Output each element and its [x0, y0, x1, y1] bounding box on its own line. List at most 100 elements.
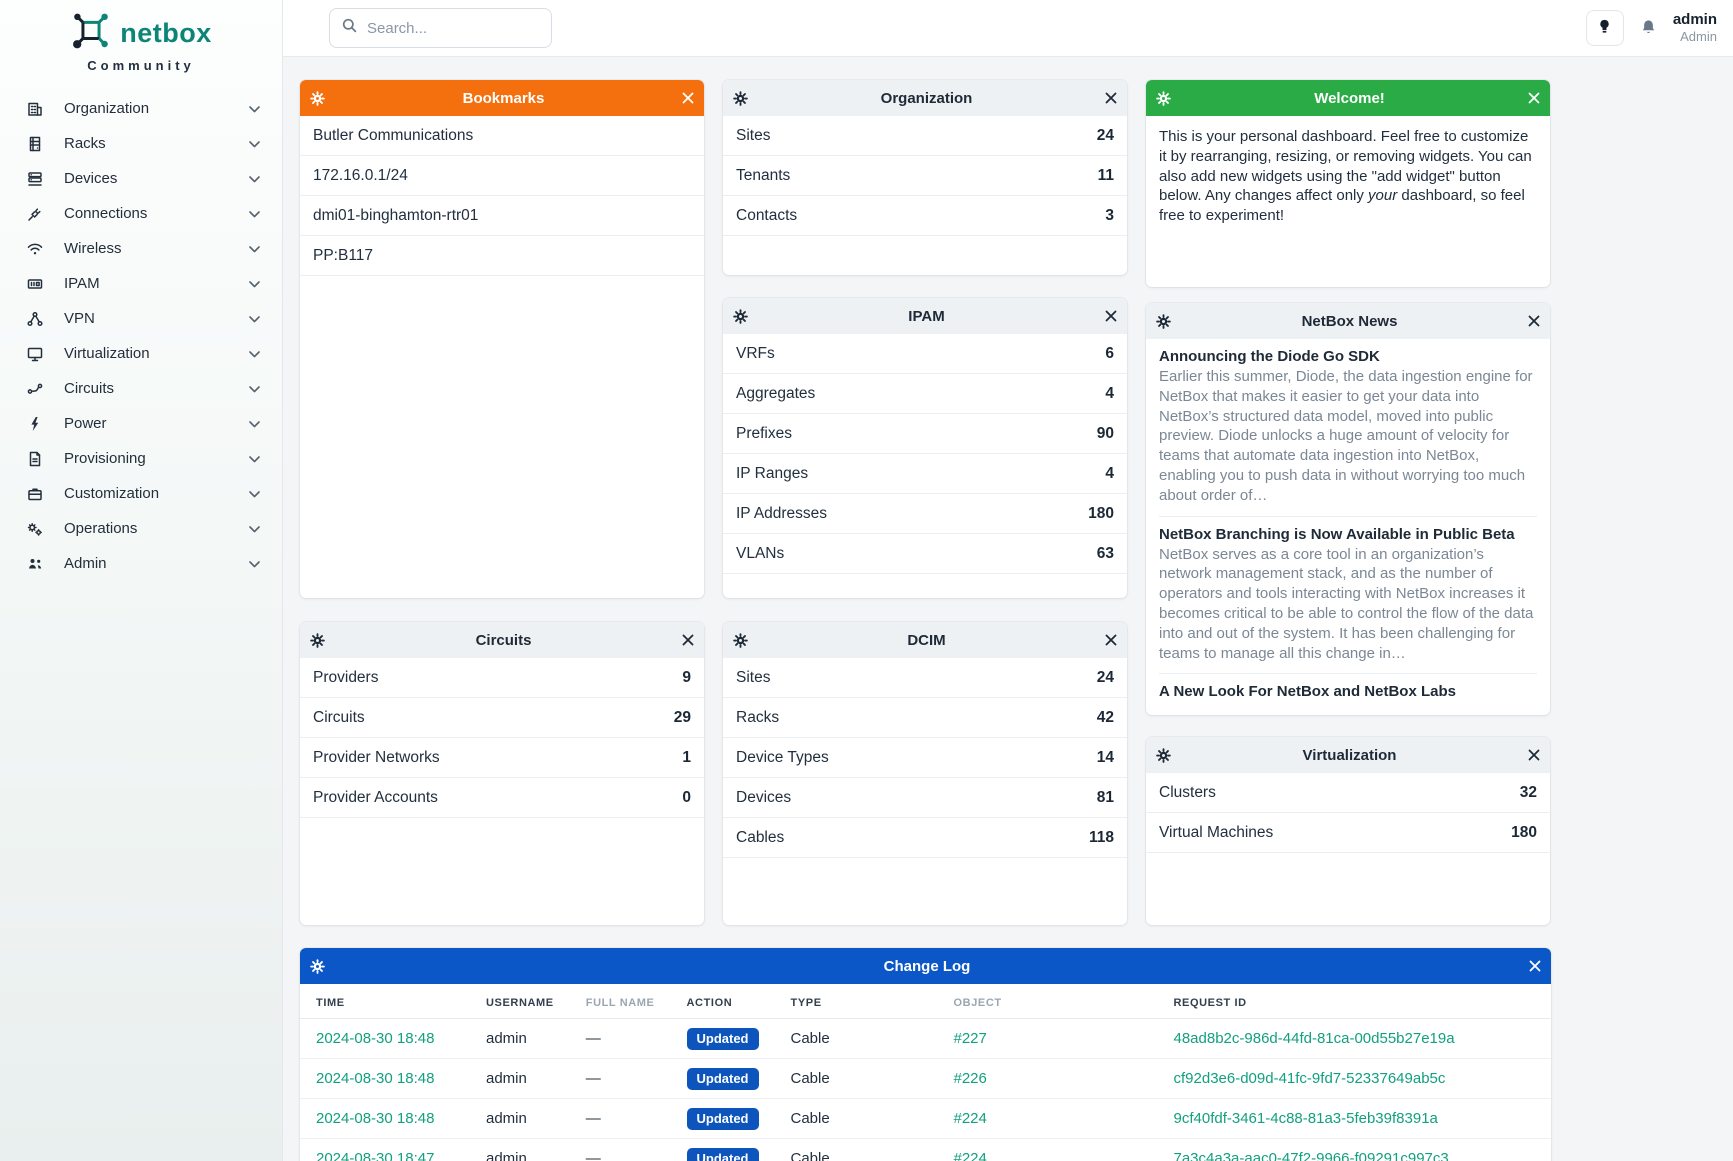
brand[interactable]: netbox Community	[0, 0, 282, 73]
notifications-button[interactable]	[1640, 18, 1657, 39]
bookmark-link[interactable]: PP:B117	[300, 236, 704, 276]
sidebar-item-provisioning[interactable]: Provisioning	[0, 441, 282, 476]
briefcase-icon	[25, 485, 45, 503]
stat-list: Providers 9 Circuits 29 Provider Networks 1…	[300, 658, 704, 818]
plug-icon	[25, 205, 45, 223]
close-icon[interactable]	[1528, 92, 1540, 104]
theme-toggle-button[interactable]	[1585, 10, 1624, 46]
object-link[interactable]: #226	[953, 1070, 987, 1087]
request-id-link[interactable]: 9cf40fdf-3461-4c88-81a3-5feb39f8391a	[1173, 1110, 1438, 1127]
news-article-title[interactable]: A New Look For NetBox and NetBox Labs	[1159, 683, 1456, 701]
stat-row[interactable]: Sites 24	[723, 116, 1127, 156]
sidebar-item-vpn[interactable]: VPN	[0, 301, 282, 336]
request-id-link[interactable]: cf92d3e6-d09d-41fc-9fd7-52337649ab5c	[1173, 1070, 1446, 1087]
sidebar-item-label: Circuits	[64, 380, 115, 397]
sidebar-item-connections[interactable]: Connections	[0, 196, 282, 231]
close-icon[interactable]	[1105, 92, 1117, 104]
monitor-icon	[25, 345, 45, 363]
close-icon[interactable]	[1105, 634, 1117, 646]
sidebar-item-admin[interactable]: Admin	[0, 546, 282, 581]
dashboard: Bookmarks Butler Communications 172.16.0…	[283, 57, 1733, 1161]
sidebar-item-devices[interactable]: Devices	[0, 161, 282, 196]
sidebar-item-wireless[interactable]: Wireless	[0, 231, 282, 266]
brand-subtitle: Community	[87, 58, 195, 73]
stat-row[interactable]: Cables 118	[723, 818, 1127, 858]
widget-config-icon[interactable]	[733, 90, 748, 106]
chevron-down-icon	[249, 415, 260, 432]
news-article-title[interactable]: Announcing the Diode Go SDK	[1159, 348, 1380, 365]
stat-row[interactable]: Sites 24	[723, 658, 1127, 698]
sidebar-item-label: Operations	[64, 520, 138, 537]
widget-config-icon[interactable]	[310, 90, 325, 106]
action-badge: Updated	[686, 1147, 759, 1161]
stat-row[interactable]: IP Addresses 180	[723, 494, 1127, 534]
object-link[interactable]: #227	[953, 1030, 987, 1047]
request-id-link[interactable]: 48ad8b2c-986d-44fd-81ca-00d55b27e19a	[1173, 1030, 1455, 1047]
bookmark-link[interactable]: 172.16.0.1/24	[300, 156, 704, 196]
sidebar-item-label: Admin	[64, 555, 107, 572]
chevron-down-icon	[249, 135, 260, 152]
sidebar-item-operations[interactable]: Operations	[0, 511, 282, 546]
sidebar-item-organization[interactable]: Organization	[0, 91, 282, 126]
stat-row[interactable]: Contacts 3	[723, 196, 1127, 236]
change-time-link[interactable]: 2024-08-30 18:48	[316, 1110, 435, 1127]
close-icon[interactable]	[682, 92, 694, 104]
widget-config-icon[interactable]	[310, 632, 325, 648]
stat-row[interactable]: Provider Networks 1	[300, 738, 704, 778]
close-icon[interactable]	[682, 634, 694, 646]
news-widget-header: NetBox News	[1146, 303, 1550, 339]
stat-row[interactable]: IP Ranges 4	[723, 454, 1127, 494]
change-type: Cable	[774, 1098, 938, 1139]
lightbulb-icon	[1597, 18, 1612, 38]
sidebar-item-circuits[interactable]: Circuits	[0, 371, 282, 406]
stat-row[interactable]: Circuits 29	[300, 698, 704, 738]
sidebar-item-power[interactable]: Power	[0, 406, 282, 441]
stat-row[interactable]: Racks 42	[723, 698, 1127, 738]
widget-title: Change Log	[883, 957, 971, 975]
close-icon[interactable]	[1529, 960, 1541, 972]
close-icon[interactable]	[1105, 310, 1117, 322]
object-link[interactable]: #224	[953, 1150, 987, 1161]
chevron-down-icon	[249, 380, 260, 397]
sidebar-item-customization[interactable]: Customization	[0, 476, 282, 511]
stat-row[interactable]: Device Types 14	[723, 738, 1127, 778]
stat-row[interactable]: VRFs 6	[723, 334, 1127, 374]
search-icon	[342, 18, 357, 38]
stat-row[interactable]: Clusters 32	[1146, 773, 1550, 813]
widget-config-icon[interactable]	[1156, 747, 1171, 763]
object-link[interactable]: #224	[953, 1110, 987, 1127]
stat-row[interactable]: Prefixes 90	[723, 414, 1127, 454]
user-menu[interactable]: admin Admin	[1673, 11, 1717, 46]
widget-config-icon[interactable]	[310, 958, 325, 974]
search-box[interactable]	[329, 8, 552, 48]
news-article-title[interactable]: NetBox Branching is Now Available in Pub…	[1159, 525, 1515, 543]
stat-row[interactable]: Virtual Machines 180	[1146, 813, 1550, 853]
close-icon[interactable]	[1528, 749, 1540, 761]
sidebar-item-ipam[interactable]: IPAM	[0, 266, 282, 301]
lightning-icon	[25, 415, 45, 433]
search-input[interactable]	[367, 19, 527, 37]
widget-config-icon[interactable]	[733, 308, 748, 324]
stat-row[interactable]: VLANs 63	[723, 534, 1127, 574]
change-time-link[interactable]: 2024-08-30 18:48	[316, 1030, 435, 1047]
close-icon[interactable]	[1528, 315, 1540, 327]
request-id-link[interactable]: 7a3c4a3a-aac0-47f2-9966-f09291c997c3	[1173, 1150, 1449, 1161]
stat-row[interactable]: Aggregates 4	[723, 374, 1127, 414]
organization-widget-header: Organization	[723, 80, 1127, 116]
news-article-excerpt: Earlier this summer, Diode, the data ing…	[1159, 368, 1533, 504]
stat-row[interactable]: Providers 9	[300, 658, 704, 698]
bookmark-link[interactable]: dmi01-binghamton-rtr01	[300, 196, 704, 236]
sidebar-item-virtualization[interactable]: Virtualization	[0, 336, 282, 371]
stat-row[interactable]: Tenants 11	[723, 156, 1127, 196]
widget-config-icon[interactable]	[1156, 90, 1171, 106]
change-time-link[interactable]: 2024-08-30 18:48	[316, 1070, 435, 1087]
sidebar-item-racks[interactable]: Racks	[0, 126, 282, 161]
stat-row[interactable]: Provider Accounts 0	[300, 778, 704, 818]
action-badge: Updated	[686, 1107, 759, 1130]
widget-config-icon[interactable]	[733, 632, 748, 648]
welcome-text: This is your personal dashboard. Feel fr…	[1159, 128, 1532, 225]
widget-config-icon[interactable]	[1156, 313, 1171, 329]
stat-row[interactable]: Devices 81	[723, 778, 1127, 818]
bookmark-link[interactable]: Butler Communications	[300, 116, 704, 156]
change-time-link[interactable]: 2024-08-30 18:47	[316, 1150, 435, 1161]
